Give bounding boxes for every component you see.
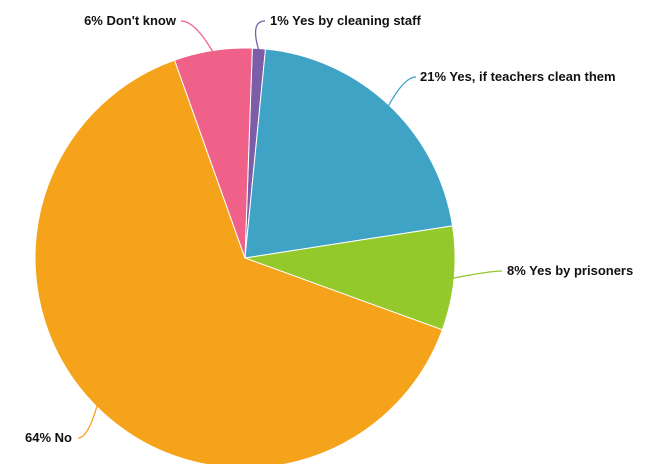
pie-slice-don-t-know: [173, 47, 253, 259]
label-leader-lines: [77, 20, 503, 439]
slice-label-don-t-know: 6% Don't know: [84, 13, 177, 28]
slice-labels: 1% Yes by cleaning staff 21% Yes, if teac…: [25, 13, 633, 445]
leader-line-yes-by-cleaning-staff: [254, 20, 266, 51]
slice-label-yes-if-teachers-clean-them: 21% Yes, if teachers clean them: [420, 69, 616, 84]
slice-label-yes-by-cleaning-staff: 1% Yes by cleaning staff: [270, 13, 421, 28]
slice-label-yes-by-prisoners: 8% Yes by prisoners: [507, 263, 633, 278]
leader-line-yes-by-prisoners: [451, 270, 503, 279]
pie-slice-no: [34, 59, 443, 469]
leader-line-no: [77, 404, 99, 439]
leader-line-don-t-know: [180, 20, 214, 53]
pie-slices: [34, 47, 456, 469]
leader-line-yes-if-teachers-clean-them: [387, 76, 417, 108]
slice-label-no: 64% No: [25, 430, 72, 445]
